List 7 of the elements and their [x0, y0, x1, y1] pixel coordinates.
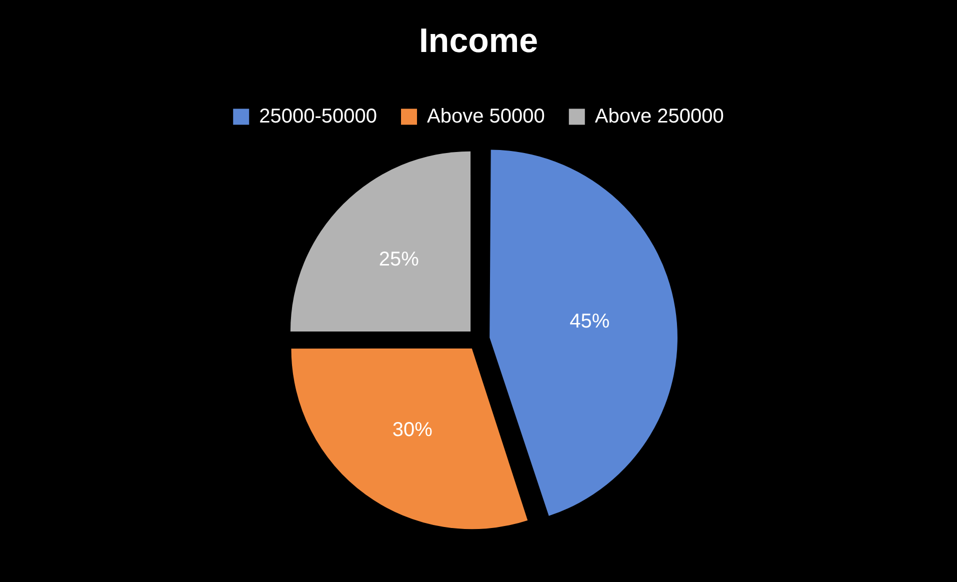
chart-title: Income: [418, 22, 538, 60]
data-label: 30%: [392, 418, 433, 441]
legend-label: 25000-50000: [259, 105, 378, 128]
legend-label: Above 250000: [594, 105, 724, 128]
data-label: 45%: [570, 310, 610, 332]
legend-label: Above 50000: [427, 105, 545, 128]
data-label: 25%: [378, 248, 420, 270]
